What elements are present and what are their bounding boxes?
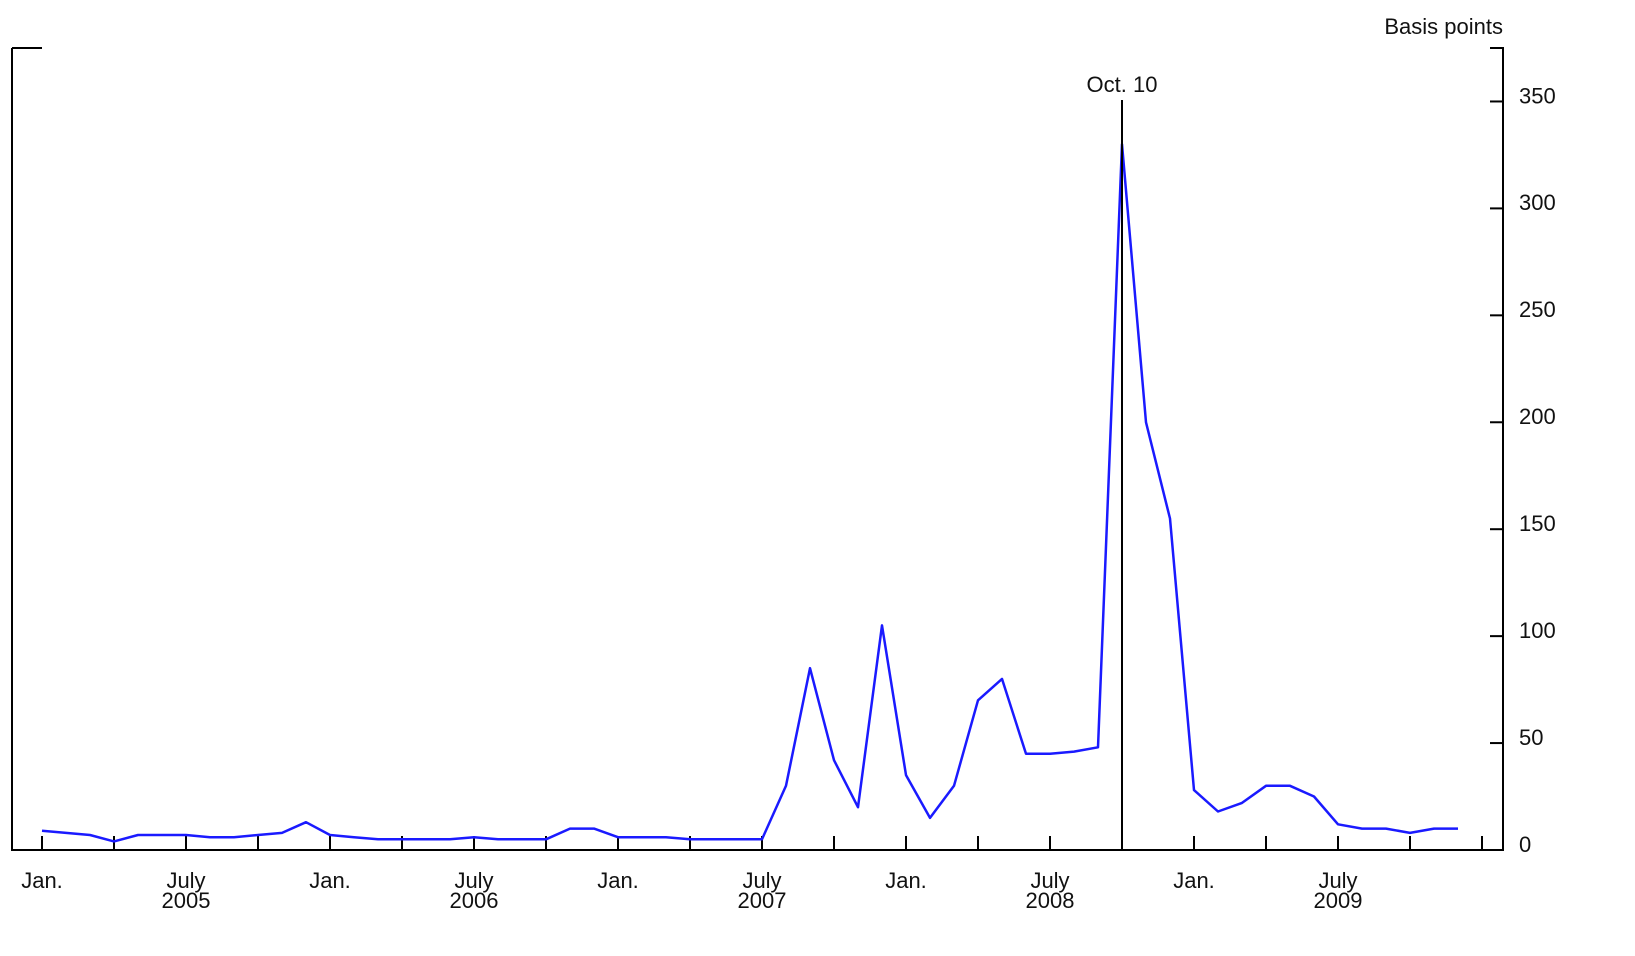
y-tick-label: 100 <box>1519 618 1556 643</box>
y-tick-label: 0 <box>1519 832 1531 857</box>
x-tick-label: Jan. <box>885 868 927 893</box>
y-tick-label: 150 <box>1519 511 1556 536</box>
y-tick-label: 250 <box>1519 297 1556 322</box>
year-label: 2009 <box>1314 888 1363 913</box>
y-axis-label: Basis points <box>1384 14 1503 39</box>
y-tick-label: 50 <box>1519 725 1543 750</box>
year-label: 2006 <box>450 888 499 913</box>
x-tick-label: July <box>454 868 493 893</box>
x-tick-label: July <box>1318 868 1357 893</box>
y-tick-label: 350 <box>1519 83 1556 108</box>
year-label: 2008 <box>1026 888 1075 913</box>
y-tick-label: 300 <box>1519 190 1556 215</box>
annotation-label: Oct. 10 <box>1087 72 1158 97</box>
x-tick-label: Jan. <box>1173 868 1215 893</box>
x-tick-label: July <box>1030 868 1069 893</box>
data-line <box>41 142 1458 843</box>
y-tick-label: 200 <box>1519 404 1556 429</box>
x-tick-label: Jan. <box>309 868 351 893</box>
x-tick-label: July <box>742 868 781 893</box>
frame <box>11 47 1504 851</box>
x-tick-label: Jan. <box>597 868 639 893</box>
year-label: 2005 <box>162 888 211 913</box>
year-label: 2007 <box>738 888 787 913</box>
x-tick-label: July <box>166 868 205 893</box>
x-tick-label: Jan. <box>21 868 63 893</box>
